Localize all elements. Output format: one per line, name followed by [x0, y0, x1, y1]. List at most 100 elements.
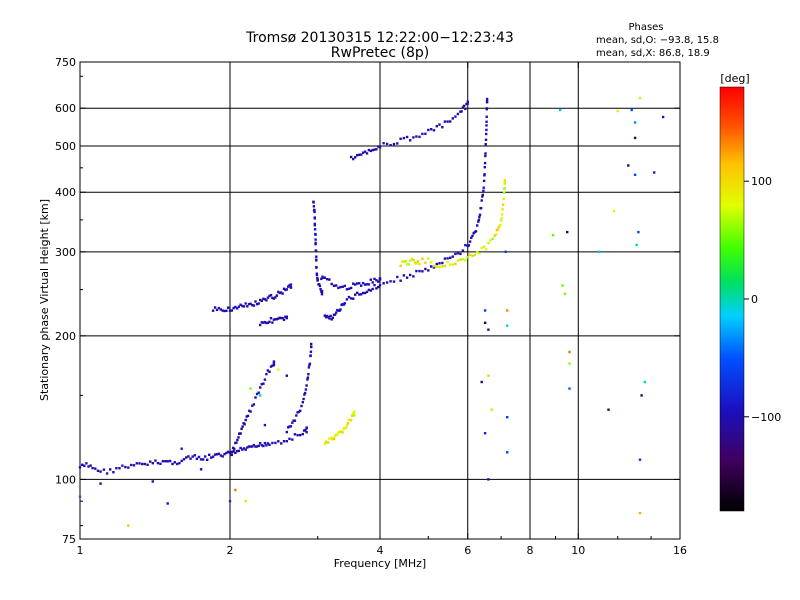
- data-point: [306, 376, 310, 379]
- data-point: [271, 321, 274, 324]
- data-point: [409, 273, 412, 277]
- data-point: [275, 318, 278, 321]
- data-point: [483, 166, 486, 169]
- data-point: [377, 280, 380, 283]
- data-point: [159, 462, 162, 465]
- data-point: [399, 137, 402, 140]
- data-point: [232, 306, 235, 310]
- data-point: [349, 155, 353, 159]
- data-point: [409, 259, 412, 262]
- data-point: [482, 245, 486, 248]
- data-point: [78, 466, 82, 469]
- data-point: [236, 438, 239, 442]
- data-point: [265, 444, 268, 447]
- data-point: [246, 414, 250, 418]
- data-point: [413, 261, 417, 264]
- data-point: [337, 431, 340, 435]
- data-point: [454, 115, 457, 118]
- data-point: [638, 96, 642, 100]
- data-point: [315, 266, 318, 269]
- data-point: [497, 225, 501, 229]
- data-point: [289, 283, 293, 286]
- data-point: [468, 240, 472, 243]
- data-point: [228, 309, 232, 312]
- data-point: [318, 283, 321, 286]
- data-point: [281, 316, 284, 320]
- data-point: [244, 448, 247, 451]
- data-point: [568, 362, 571, 365]
- data-point: [441, 265, 444, 268]
- data-point: [489, 239, 492, 242]
- data-point: [502, 197, 505, 201]
- data-point: [251, 445, 254, 448]
- data-point: [285, 315, 288, 318]
- data-point: [255, 445, 259, 448]
- data-point: [354, 283, 357, 286]
- data-point: [315, 259, 318, 262]
- data-point: [432, 129, 436, 132]
- data-point: [412, 275, 415, 278]
- data-point: [478, 252, 481, 255]
- data-point: [219, 454, 222, 457]
- data-point: [480, 246, 483, 250]
- data-point: [312, 201, 315, 204]
- chart-subtitle: RwPretec (8p): [331, 45, 429, 61]
- data-point: [274, 441, 277, 445]
- data-point: [343, 302, 346, 305]
- data-point: [459, 252, 462, 256]
- data-point: [277, 368, 280, 371]
- data-point: [494, 233, 498, 236]
- data-point: [347, 287, 351, 290]
- data-point: [237, 449, 240, 453]
- data-point: [328, 278, 331, 281]
- data-point: [487, 374, 490, 377]
- data-point: [121, 464, 124, 467]
- data-point: [485, 107, 489, 110]
- data-point: [202, 458, 205, 461]
- data-point: [466, 256, 469, 259]
- data-point: [339, 285, 342, 289]
- data-point: [427, 269, 430, 272]
- data-point: [213, 453, 217, 456]
- data-point: [272, 362, 276, 365]
- data-point: [329, 314, 332, 318]
- y-tick-label: 200: [55, 330, 76, 343]
- data-point: [373, 283, 376, 287]
- data-point: [246, 305, 249, 308]
- data-point: [661, 115, 665, 119]
- data-point: [461, 249, 465, 252]
- data-point: [373, 277, 376, 281]
- data-point: [313, 228, 317, 231]
- data-point: [227, 306, 230, 309]
- data-point: [319, 288, 322, 291]
- data-point: [484, 154, 487, 158]
- data-point: [249, 410, 252, 413]
- data-point: [443, 264, 447, 268]
- data-point: [230, 309, 233, 312]
- data-point: [473, 253, 476, 257]
- data-point: [358, 153, 361, 156]
- data-point: [487, 241, 490, 245]
- data-point: [199, 458, 203, 461]
- data-point: [239, 303, 242, 306]
- data-point: [266, 296, 270, 299]
- data-point: [481, 195, 484, 198]
- data-point: [210, 456, 213, 459]
- data-point: [245, 415, 248, 418]
- data-point: [225, 451, 228, 455]
- data-point: [254, 445, 257, 448]
- data-point: [228, 500, 232, 503]
- data-point: [470, 236, 473, 239]
- x-axis: 1 2 4 6 8 10 16: [77, 62, 687, 557]
- data-point: [459, 258, 462, 261]
- data-point: [305, 431, 308, 434]
- data-point: [166, 460, 169, 463]
- data-point: [500, 217, 503, 220]
- data-point: [259, 442, 262, 445]
- data-point: [278, 291, 281, 295]
- data-points: [78, 96, 665, 527]
- data-point: [490, 408, 493, 411]
- data-point: [310, 345, 313, 349]
- data-point: [274, 318, 277, 321]
- data-point: [85, 462, 88, 465]
